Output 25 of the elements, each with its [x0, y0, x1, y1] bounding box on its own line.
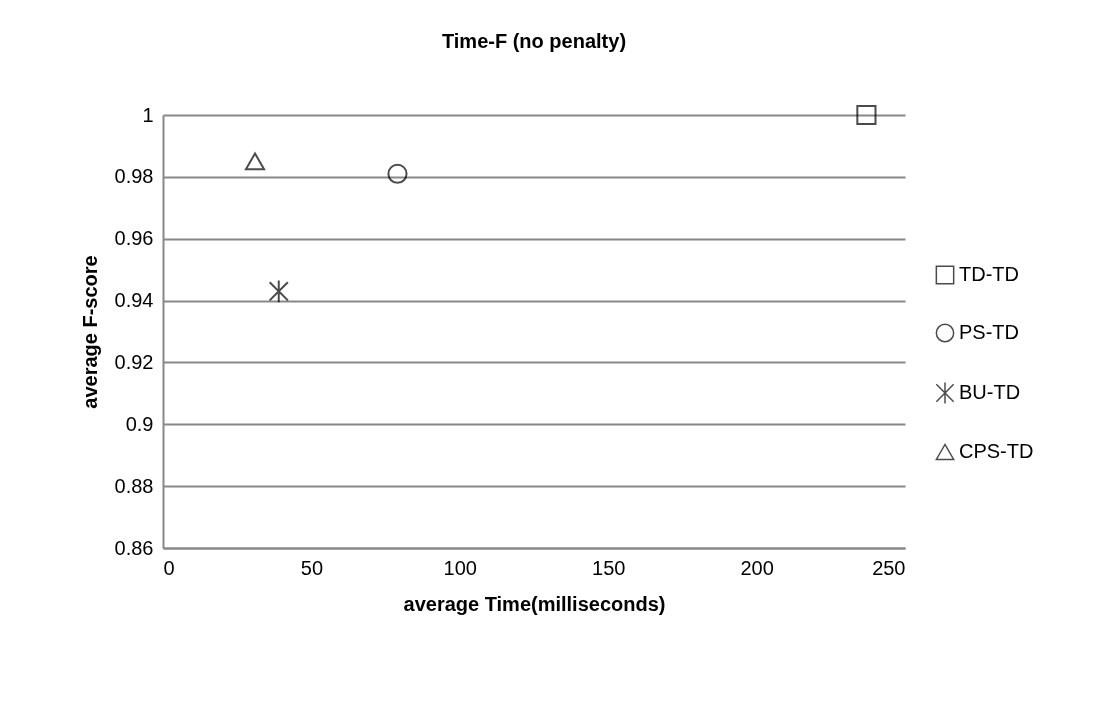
y-tick-label: 0.96 — [114, 227, 154, 250]
legend-label: CPS-TD — [959, 440, 1034, 462]
x-axis-title: average Time(milliseconds) — [403, 592, 666, 615]
x-tick-label: 50 — [300, 556, 324, 579]
x-tick-label: 100 — [443, 556, 477, 579]
x-tick-label: 200 — [740, 556, 774, 579]
point — [856, 104, 877, 126]
y-tick-label: 0.92 — [114, 350, 154, 373]
point — [387, 163, 408, 184]
x-tick-label: 0 — [163, 556, 175, 579]
y-tick-label: 1 — [142, 103, 154, 126]
y-axis-title: average F-score — [78, 255, 101, 409]
y-tick-label: 0.9 — [125, 412, 154, 435]
y-tick-label: 0.88 — [114, 474, 154, 497]
y-tick-label: 0.94 — [114, 289, 154, 312]
y-tick-label: 0.98 — [114, 165, 154, 188]
x-tick-label: 150 — [592, 556, 626, 579]
point — [268, 279, 289, 304]
legend-label: BU-TD — [959, 381, 1021, 403]
legend-label: PS-TD — [959, 321, 1019, 343]
chart-title: Time-F (no penalty) — [441, 29, 627, 52]
point — [244, 152, 266, 171]
legend-label: TD-TD — [959, 263, 1019, 285]
y-tick-label: 0.86 — [114, 536, 154, 559]
x-tick-label: 250 — [872, 556, 906, 579]
